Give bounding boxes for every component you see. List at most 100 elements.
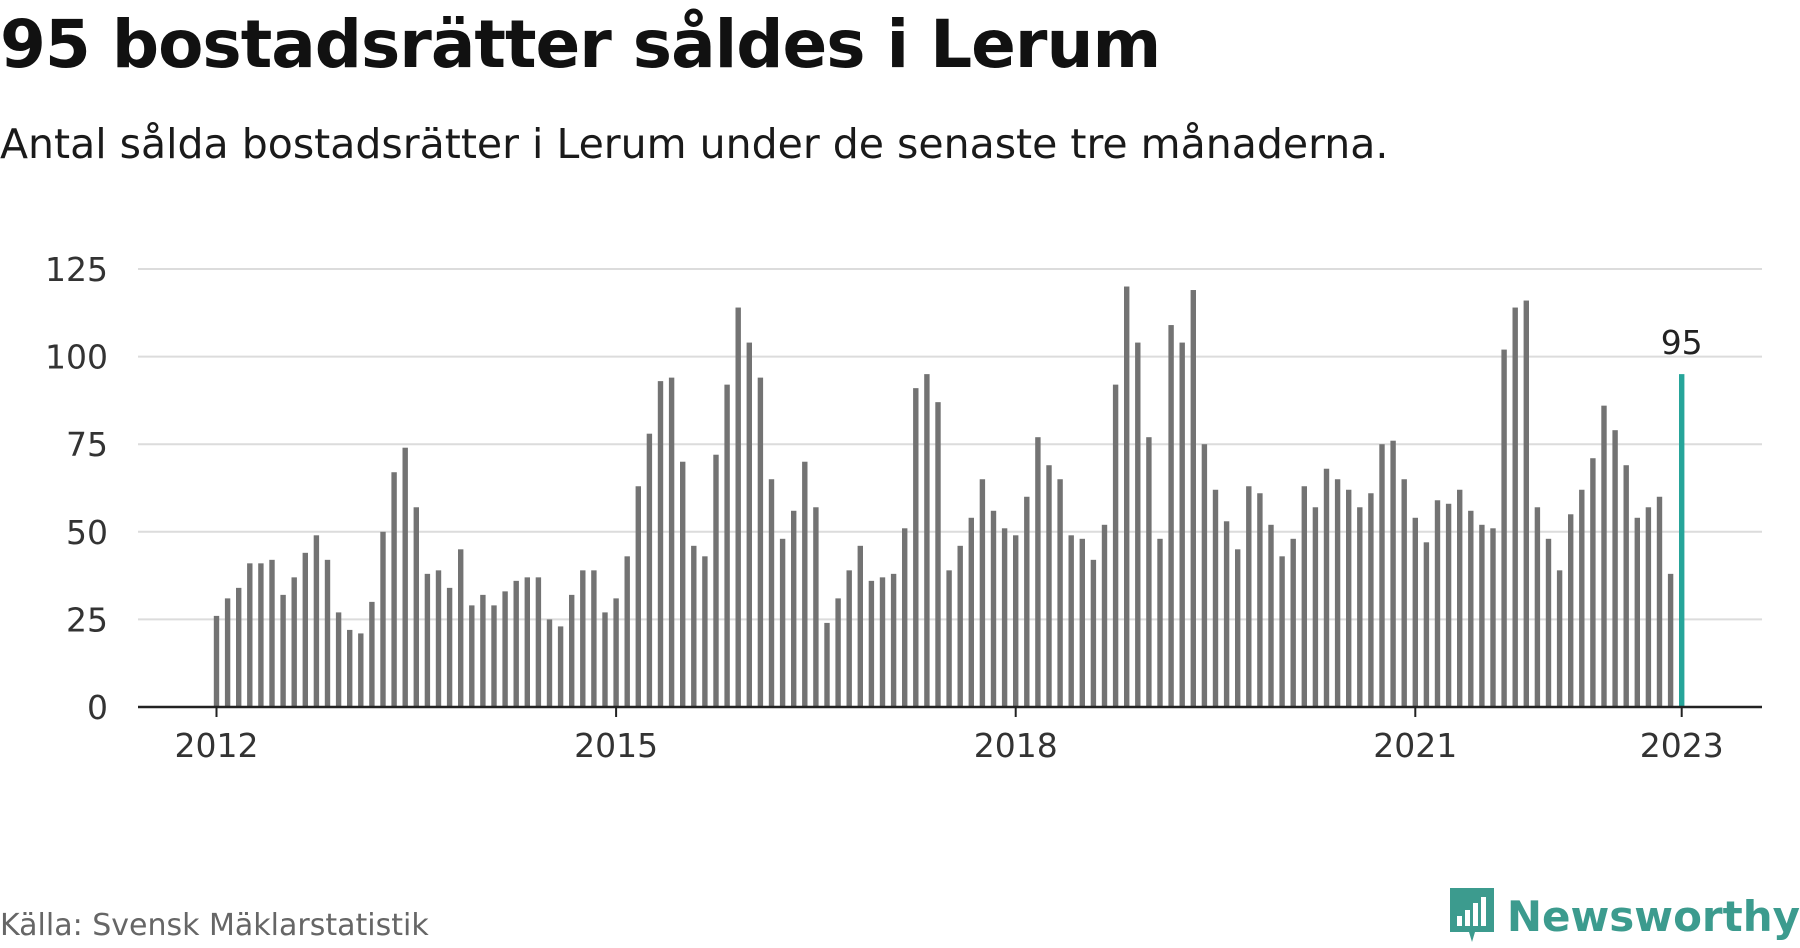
bar: [1290, 538, 1296, 707]
bar: [1612, 430, 1618, 707]
y-tick-label: 50: [66, 513, 108, 552]
y-tick-label: 125: [45, 250, 108, 289]
bar: [791, 510, 797, 707]
bar: [1390, 440, 1396, 707]
bar: [1157, 538, 1163, 707]
bar: [391, 472, 397, 707]
bar: [213, 615, 220, 707]
bar: [1623, 465, 1629, 707]
bar: [413, 507, 419, 707]
bar: [1112, 384, 1119, 707]
bar: [280, 594, 286, 707]
bar: [1579, 489, 1585, 707]
bar: [1590, 458, 1596, 707]
y-axis-ticks: 0 25 50 75 100 125: [45, 250, 108, 727]
bar: [513, 580, 519, 707]
bar: [624, 556, 630, 707]
bar: [1568, 514, 1574, 707]
bar: [724, 384, 730, 707]
bar: [802, 461, 808, 707]
bar: [1135, 342, 1141, 707]
bar: [1279, 556, 1285, 707]
bar: [335, 612, 342, 707]
bar-highlight: [1679, 374, 1685, 707]
y-tick-label: 25: [66, 600, 108, 639]
bar: [291, 577, 297, 707]
bar: [591, 570, 597, 707]
bar: [1667, 573, 1674, 707]
bar: [1645, 507, 1652, 707]
x-axis: 2012 2015 2018 2021 2023: [138, 705, 1762, 765]
bar: [979, 479, 986, 707]
bar: [1201, 444, 1208, 707]
bar: [668, 377, 675, 707]
bar: [1146, 437, 1152, 707]
bar: [902, 528, 908, 707]
x-tick-label: 2015: [574, 726, 658, 765]
bar: [1368, 493, 1374, 707]
x-tick-label: 2018: [974, 726, 1058, 765]
x-tick-label: 2023: [1640, 726, 1724, 765]
bar: [224, 598, 231, 707]
bar: [968, 517, 974, 707]
bar: [1334, 479, 1341, 707]
bar: [824, 622, 830, 707]
newsworthy-logo-icon: [1449, 888, 1494, 942]
bar: [1457, 489, 1463, 707]
bar: [1379, 444, 1385, 707]
bar: [258, 563, 264, 707]
bar: [913, 388, 919, 707]
bar: [1445, 503, 1452, 707]
bar: [313, 535, 320, 707]
bar: [868, 580, 875, 707]
bar: [713, 454, 719, 707]
bar: [613, 598, 619, 707]
bar: [746, 342, 752, 707]
bar: [990, 510, 997, 707]
bar: [957, 545, 963, 707]
bar: [524, 577, 530, 707]
bar: [757, 377, 764, 707]
bar: [1257, 493, 1263, 707]
bar: [1534, 507, 1541, 707]
bar: [1013, 535, 1019, 707]
brand[interactable]: Newsworthy: [1447, 886, 1800, 946]
bar: [924, 374, 930, 707]
bar: [1545, 538, 1552, 707]
bar: [1101, 524, 1108, 707]
bar: [635, 486, 641, 707]
bar: [546, 619, 553, 707]
bar: [347, 629, 353, 707]
y-tick-label: 75: [66, 425, 108, 464]
bar: [269, 559, 275, 707]
y-tick-label: 100: [45, 338, 108, 377]
bar: [480, 594, 486, 707]
bar: [369, 601, 375, 707]
bar: [1401, 479, 1407, 707]
bar: [1168, 325, 1174, 707]
bar: [1068, 535, 1074, 707]
bar: [1346, 489, 1352, 707]
bar: [1656, 496, 1663, 707]
bar: [380, 531, 386, 707]
bar: [535, 577, 542, 707]
bar: [1357, 507, 1363, 707]
bar: [1090, 559, 1097, 707]
bar: [646, 433, 653, 707]
bar: [491, 605, 497, 707]
bar: [1479, 524, 1485, 707]
bar: [358, 633, 364, 707]
bar: [424, 573, 431, 707]
bar: [1634, 517, 1640, 707]
bar: [557, 626, 564, 707]
bar: [1468, 510, 1474, 707]
bar: [846, 570, 852, 707]
bar: [1223, 521, 1230, 707]
bar: [1024, 496, 1030, 707]
bar: [1423, 542, 1430, 707]
x-tick-label: 2021: [1373, 726, 1457, 765]
bar: [835, 598, 841, 707]
bar: [236, 587, 242, 707]
bar: [302, 552, 308, 707]
